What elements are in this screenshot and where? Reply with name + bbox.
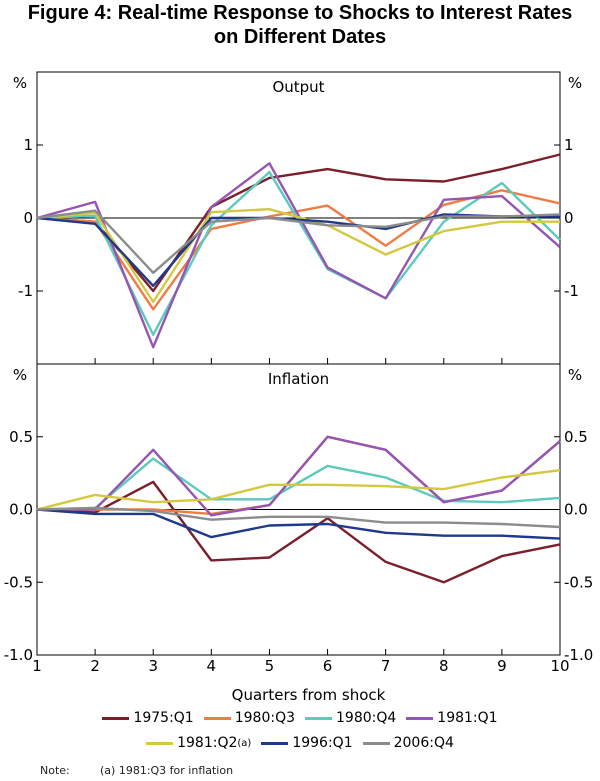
legend-label: 1981:Q2	[177, 735, 238, 751]
legend-swatch	[102, 716, 130, 720]
y-tick-label-left: 0.5	[9, 428, 33, 446]
y-tick-label-left: -0.5	[4, 573, 33, 591]
y-unit-right: %	[568, 366, 582, 384]
x-tick-label: 9	[497, 657, 507, 675]
chart-note: Note: (a) 1981:Q3 for inflation	[40, 764, 233, 777]
legend-swatch	[362, 741, 390, 745]
legend-label: 1996:Q1	[292, 735, 353, 751]
x-tick-label: 10	[550, 657, 569, 675]
series-line-1996-q1	[36, 508, 561, 540]
chart-title-line-1: Figure 4: Real-time Response to Shocks t…	[27, 2, 573, 24]
y-tick-label-right: 0.5	[564, 428, 588, 446]
legend-footnote-marker: (a)	[237, 737, 252, 749]
chart-title-line-2: on Different Dates	[213, 26, 387, 48]
y-unit-left: %	[13, 366, 27, 384]
x-tick-label: 4	[207, 657, 217, 675]
legend-swatch	[406, 716, 434, 720]
series-line-1981-q2	[36, 207, 560, 304]
legend-label: 1981:Q1	[437, 710, 498, 726]
series-line-1980-q4	[36, 457, 561, 511]
note-label: Note:	[40, 764, 70, 777]
y-tick-label-left: -1	[18, 282, 33, 300]
y-tick-label-right: -1	[564, 282, 579, 300]
legend-label: 2006:Q4	[393, 735, 454, 751]
y-tick-label-left: 0.0	[9, 501, 33, 519]
x-tick-label: 6	[323, 657, 333, 675]
y-tick-label-right: 1	[564, 136, 574, 154]
x-tick-label: 7	[381, 657, 391, 675]
x-tick-label: 3	[148, 657, 158, 675]
panel-title: Output	[272, 78, 324, 96]
legend-item-1996q1: 1996:Q1	[261, 735, 353, 751]
panel-title: Inflation	[268, 370, 329, 388]
note-text: (a) 1981:Q3 for inflation	[100, 764, 234, 777]
legend-item-2006q4: 2006:Q4	[362, 735, 454, 751]
series-line-1981-q1	[36, 162, 561, 349]
y-tick-label-right: 0	[564, 209, 574, 227]
y-tick-label-left: 1	[23, 136, 33, 154]
legend-row-2: 1981:Q2 (a) 1996:Q1 2006:Q4	[0, 735, 600, 751]
legend-label: 1980:Q3	[234, 710, 295, 726]
y-tick-label-right: -1.0	[564, 646, 593, 664]
legend-swatch	[305, 716, 332, 720]
x-axis-label: Quarters from shock	[232, 686, 386, 704]
x-tick-label: 8	[439, 657, 449, 675]
series-line-1981-q1	[37, 435, 561, 517]
legend-item-1981q2: 1981:Q2 (a)	[146, 735, 251, 751]
x-tick-label: 1	[32, 657, 42, 675]
legend-label: 1975:Q1	[133, 710, 194, 726]
x-tick-label: 5	[265, 657, 275, 675]
legend-label: 1980:Q4	[336, 710, 397, 726]
legend-swatch	[203, 716, 231, 720]
series-line-2006-q4	[36, 506, 561, 529]
legend-item-1980q3: 1980:Q3	[203, 710, 295, 726]
y-tick-label-left: 0	[23, 209, 33, 227]
legend-swatch	[261, 741, 289, 745]
y-tick-label-right: -0.5	[564, 573, 593, 591]
series-line-1981-q2	[36, 469, 561, 511]
x-tick-label: 2	[90, 657, 100, 675]
legend-row-1: 1975:Q1 1980:Q3 1980:Q4 1981:Q1	[0, 710, 600, 726]
legend-swatch	[146, 741, 174, 745]
series-line-1975-q1	[36, 480, 561, 584]
legend-item-1975q1: 1975:Q1	[102, 710, 194, 726]
y-unit-right: %	[568, 74, 582, 92]
series-line-2006-q4	[36, 209, 561, 274]
legend-item-1981q1: 1981:Q1	[406, 710, 498, 726]
y-tick-label-right: 0.0	[564, 501, 588, 519]
y-tick-label-left: -1.0	[4, 646, 33, 664]
legend-item-1980q4: 1980:Q4	[305, 710, 396, 726]
y-unit-left: %	[13, 74, 27, 92]
